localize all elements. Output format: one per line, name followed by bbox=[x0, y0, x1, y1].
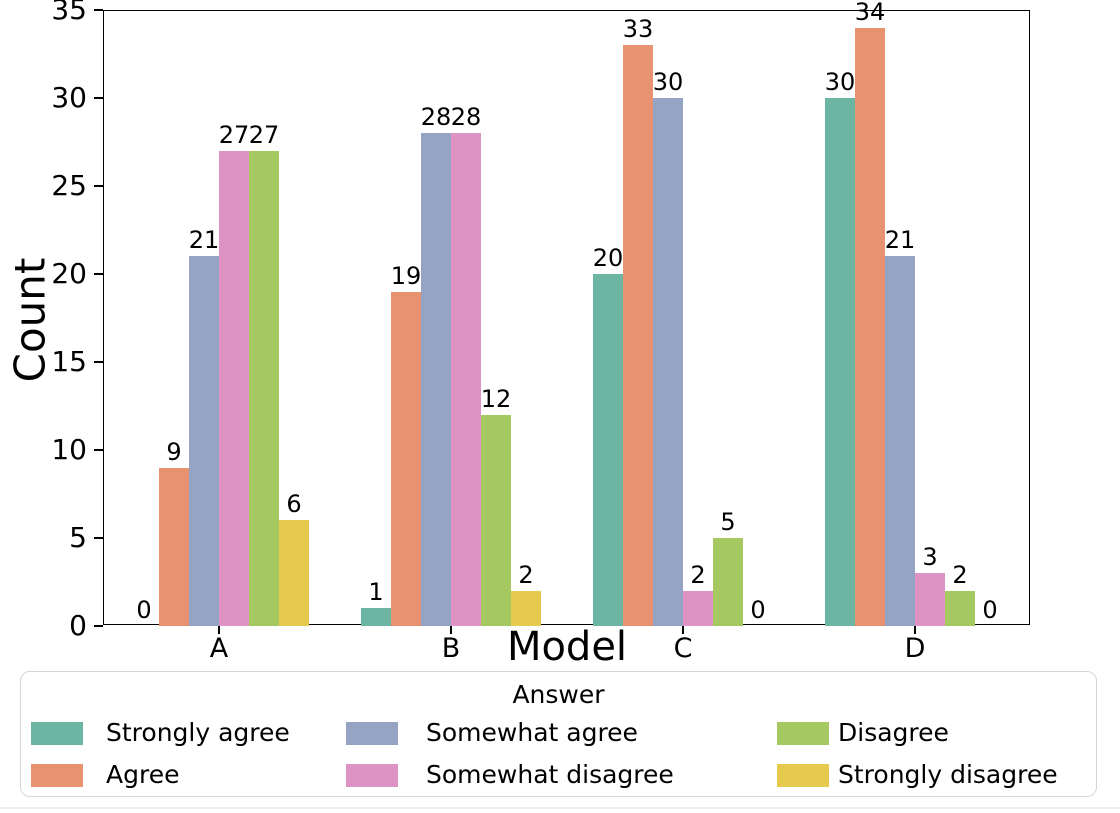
x-tick-label: A bbox=[209, 633, 229, 664]
y-tick-label: 0 bbox=[69, 609, 87, 642]
bar-value-label: 30 bbox=[652, 68, 684, 96]
y-tick-mark bbox=[94, 9, 103, 11]
x-tick-mark bbox=[682, 626, 684, 634]
x-tick-mark bbox=[450, 626, 452, 634]
bar-value-label: 27 bbox=[248, 120, 280, 149]
x-axis-label: Model bbox=[506, 624, 628, 670]
bar-value-label: 1 bbox=[368, 578, 384, 607]
y-tick-mark bbox=[94, 185, 103, 187]
legend-item-label: Somewhat agree bbox=[426, 718, 638, 747]
bar bbox=[279, 520, 309, 626]
bar bbox=[683, 590, 713, 626]
legend-swatch bbox=[777, 764, 829, 787]
bar-value-label: 34 bbox=[854, 0, 886, 26]
bar-value-label: 19 bbox=[390, 261, 422, 290]
bar-value-label: 30 bbox=[824, 68, 856, 96]
bar bbox=[159, 467, 189, 626]
x-tick-label: B bbox=[441, 633, 461, 664]
y-tick-label: 5 bbox=[69, 521, 87, 554]
bar-value-label: 2 bbox=[952, 560, 968, 589]
bar bbox=[713, 538, 743, 626]
legend: Answer Strongly agree Agree Somewhat agree… bbox=[20, 671, 1097, 797]
bar-value-label: 3 bbox=[922, 543, 938, 572]
bar bbox=[623, 45, 653, 626]
bar bbox=[249, 150, 279, 626]
bar bbox=[915, 573, 945, 626]
bar-value-label: 2 bbox=[690, 560, 706, 589]
legend-swatch bbox=[31, 764, 83, 787]
x-tick-label: D bbox=[904, 633, 926, 664]
y-tick-label: 35 bbox=[51, 0, 87, 26]
bar bbox=[421, 133, 451, 626]
bar-value-label: 12 bbox=[480, 384, 512, 413]
legend-swatch bbox=[31, 722, 83, 745]
x-tick-mark bbox=[914, 626, 916, 634]
bar-value-label: 21 bbox=[188, 226, 220, 255]
plot-area bbox=[103, 10, 1030, 625]
legend-item-label: Strongly disagree bbox=[838, 760, 1058, 789]
bar bbox=[189, 256, 219, 626]
bar-value-label: 0 bbox=[982, 596, 998, 624]
figure-bottom-edge bbox=[0, 807, 1120, 809]
x-tick-mark bbox=[218, 626, 220, 634]
y-tick-mark bbox=[94, 273, 103, 275]
bar-value-label: 0 bbox=[136, 596, 152, 624]
bar-value-label: 5 bbox=[720, 508, 736, 536]
bar-value-label: 33 bbox=[622, 15, 654, 44]
legend-item-label: Somewhat disagree bbox=[426, 760, 674, 789]
bar-value-label: 28 bbox=[450, 103, 482, 132]
bar bbox=[511, 590, 541, 626]
legend-item-label: Strongly agree bbox=[106, 718, 290, 747]
y-tick-label: 30 bbox=[51, 81, 87, 114]
y-tick-mark bbox=[94, 97, 103, 99]
y-tick-label: 15 bbox=[51, 345, 87, 378]
y-tick-label: 20 bbox=[51, 257, 87, 290]
y-tick-label: 10 bbox=[51, 433, 87, 466]
bar-value-label: 9 bbox=[166, 437, 182, 466]
legend-swatch bbox=[346, 764, 398, 787]
y-tick-mark bbox=[94, 361, 103, 363]
bar bbox=[855, 27, 885, 626]
bar bbox=[219, 150, 249, 626]
bar-value-label: 6 bbox=[286, 490, 302, 519]
x-tick-label: C bbox=[673, 633, 693, 664]
bar bbox=[885, 256, 915, 626]
bar-value-label: 20 bbox=[592, 244, 624, 272]
legend-swatch bbox=[346, 722, 398, 745]
bar bbox=[945, 590, 975, 626]
y-tick-label: 25 bbox=[51, 169, 87, 202]
bar bbox=[391, 291, 421, 626]
bar-value-label: 21 bbox=[884, 226, 916, 255]
bar bbox=[653, 98, 683, 626]
bar-value-label: 28 bbox=[420, 103, 452, 132]
bar bbox=[361, 608, 391, 626]
bar-value-label: 0 bbox=[750, 596, 766, 624]
bar bbox=[451, 133, 481, 626]
bar bbox=[825, 98, 855, 626]
bar-value-label: 27 bbox=[218, 120, 250, 149]
bar bbox=[481, 414, 511, 626]
legend-title: Answer bbox=[512, 680, 605, 709]
y-tick-mark bbox=[94, 625, 103, 627]
bar-value-label: 2 bbox=[518, 560, 534, 589]
legend-item-label: Disagree bbox=[838, 718, 949, 747]
y-tick-mark bbox=[94, 537, 103, 539]
legend-item-label: Agree bbox=[106, 760, 180, 789]
y-tick-mark bbox=[94, 449, 103, 451]
bar bbox=[593, 274, 623, 626]
legend-swatch bbox=[777, 722, 829, 745]
